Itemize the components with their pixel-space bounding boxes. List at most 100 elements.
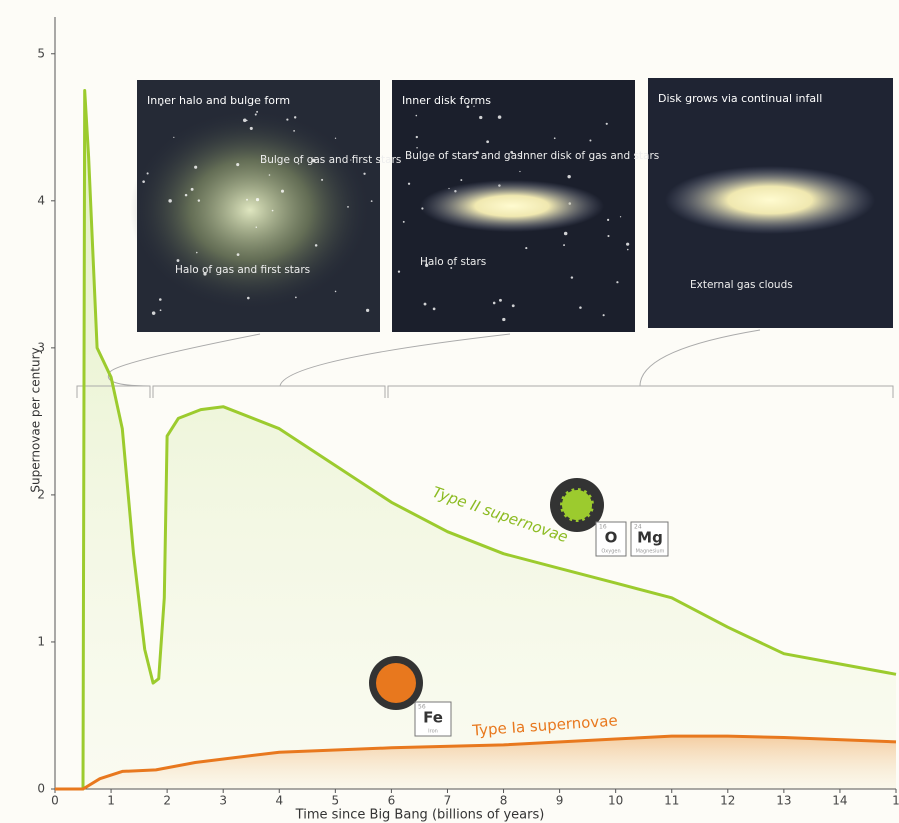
- star: [246, 198, 248, 201]
- disk: [420, 180, 604, 232]
- x-axis-label: Time since Big Bang (billions of years): [295, 808, 545, 823]
- element-name: Iron: [428, 729, 438, 735]
- star: [450, 266, 453, 269]
- panel-title: Inner disk forms: [402, 94, 491, 107]
- star: [151, 311, 156, 315]
- star: [567, 174, 571, 179]
- star: [460, 179, 463, 182]
- star: [203, 272, 207, 276]
- star: [194, 165, 198, 169]
- star: [563, 231, 568, 236]
- y-tick-label: 5: [37, 46, 45, 60]
- icon: [558, 486, 596, 524]
- x-tick-label: 12: [720, 794, 735, 808]
- x-tick-label: 4: [275, 794, 283, 808]
- element-symbol: O: [605, 529, 618, 547]
- star: [370, 200, 373, 203]
- element-number: 16: [599, 524, 607, 531]
- star: [619, 216, 622, 218]
- star: [142, 180, 145, 183]
- star: [297, 162, 300, 165]
- element-number: 24: [634, 524, 642, 531]
- element-box: [414, 701, 452, 737]
- element-name: Magnesium: [636, 549, 665, 555]
- star: [190, 187, 194, 191]
- panel-label: Bulge of gas and first stars: [260, 154, 401, 166]
- panels: Inner halo and bulge form Bulge of gas a…: [130, 78, 893, 332]
- panel-label: Inner disk of gas and stars: [520, 150, 659, 162]
- star: [197, 199, 201, 202]
- star: [479, 115, 483, 120]
- x-tick-label: 9: [556, 794, 564, 808]
- x-tick-label: 0: [51, 794, 59, 808]
- star: [159, 103, 163, 107]
- star: [589, 139, 592, 142]
- element-name: Oxygen: [601, 549, 620, 555]
- y-tick-label: 2: [37, 487, 45, 501]
- icon: [376, 663, 416, 703]
- panel-title: Disk grows via continual infall: [658, 92, 822, 105]
- star: [415, 135, 418, 139]
- star: [254, 113, 257, 116]
- star: [347, 205, 349, 208]
- star: [486, 140, 490, 144]
- star: [605, 122, 608, 125]
- star: [249, 126, 253, 130]
- element-number: 56: [418, 704, 426, 711]
- x-tick-label: 14: [832, 794, 847, 808]
- star: [236, 253, 240, 256]
- star: [497, 115, 502, 119]
- element-symbol: Mg: [637, 529, 663, 547]
- star: [286, 118, 289, 121]
- star: [293, 116, 297, 119]
- star: [173, 136, 175, 138]
- star: [416, 147, 418, 149]
- star: [616, 281, 619, 284]
- x-tick-label: 1: [892, 794, 899, 808]
- element-box: [595, 521, 627, 557]
- star: [350, 159, 352, 161]
- element-box: [630, 521, 669, 557]
- star: [146, 172, 149, 175]
- star: [511, 304, 515, 308]
- star: [475, 151, 479, 155]
- star: [195, 251, 198, 254]
- star: [255, 226, 258, 229]
- area-fill: [55, 90, 896, 789]
- star: [314, 244, 318, 247]
- star: [553, 137, 556, 140]
- line: [55, 89, 897, 791]
- x-tick-label: 11: [664, 794, 679, 808]
- star: [423, 302, 427, 306]
- star: [312, 158, 316, 163]
- x-tick-label: 3: [219, 794, 227, 808]
- panel-label: External gas clouds: [690, 279, 793, 291]
- star: [256, 110, 259, 113]
- star: [236, 163, 240, 167]
- panel-title: Inner halo and bulge form: [147, 94, 290, 107]
- star: [473, 105, 475, 107]
- star: [246, 119, 248, 122]
- element-symbol: Fe: [423, 709, 443, 727]
- x-tick-label: 7: [444, 794, 452, 808]
- star: [626, 242, 630, 246]
- star: [268, 174, 271, 176]
- x-tick-label: 6: [388, 794, 396, 808]
- star: [510, 150, 514, 154]
- star: [321, 178, 324, 181]
- star: [602, 314, 605, 317]
- star: [432, 307, 436, 311]
- y-tick-label: 1: [37, 634, 45, 648]
- star: [498, 298, 502, 302]
- x-tick-label: 2: [163, 794, 171, 808]
- star: [176, 259, 180, 262]
- panel-label: Halo of gas and first stars: [175, 264, 310, 276]
- y-tick-label: 3: [37, 340, 45, 354]
- x-tick-label: 1: [107, 794, 115, 808]
- star: [626, 248, 629, 251]
- star: [334, 137, 337, 139]
- halo: [130, 110, 370, 310]
- star: [158, 298, 162, 301]
- star: [570, 276, 574, 279]
